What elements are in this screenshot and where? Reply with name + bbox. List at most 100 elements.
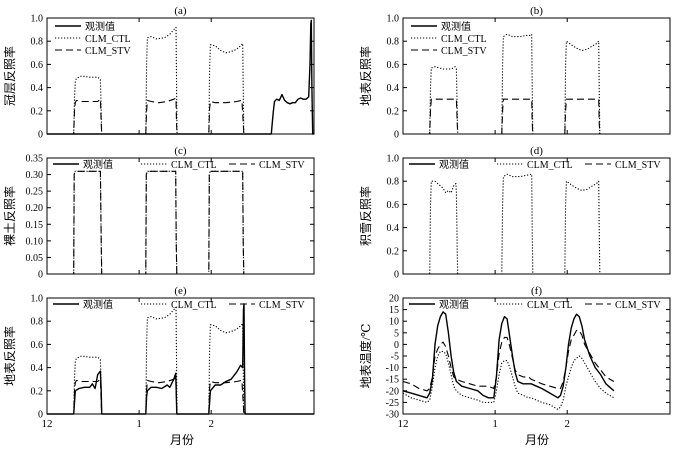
legend-label: 观测值 (441, 20, 471, 33)
legend-label: CLM_CTL (171, 160, 217, 171)
legend-label: 观测值 (439, 298, 469, 311)
y-tick-label: 20 (389, 294, 399, 305)
y-tick-label: 15 (389, 305, 399, 316)
legend-label: CLM_STV (259, 300, 305, 311)
legend-label: 观测值 (83, 158, 113, 171)
legend-label: CLM_STV (441, 46, 487, 57)
y-tick-label: 0.4 (31, 363, 44, 374)
y-tick-label: 0.25 (26, 187, 44, 198)
y-tick-label: 1.0 (387, 14, 400, 25)
y-tick-label: 0.6 (387, 200, 400, 211)
y-tick-label: 5 (394, 328, 399, 339)
y-tick-label: 0.30 (26, 170, 44, 181)
y-axis-label: 地表反照率 (2, 326, 17, 386)
y-tick-label: -15 (386, 375, 399, 386)
x-tick-label: 2 (564, 418, 570, 430)
panel-label: (f) (531, 285, 542, 297)
x-axis-label-left: 月份 (170, 433, 194, 447)
series-line (402, 329, 615, 392)
panel-label: (a) (174, 5, 187, 17)
panel-label: (d) (530, 145, 543, 157)
y-tick-label: -10 (386, 363, 399, 374)
series-line (47, 377, 314, 415)
y-tick-label: 0.35 (26, 154, 44, 165)
series-line (402, 311, 615, 399)
x-tick-label: 1 (136, 418, 142, 430)
y-tick-label: -25 (386, 398, 399, 409)
y-tick-label: 0 (38, 410, 43, 421)
y-axis-label: 地表温度/℃ (358, 324, 373, 389)
legend-label: CLM_STV (259, 160, 305, 171)
legend-label: CLM_CTL (441, 34, 487, 45)
y-tick-label: 0.6 (31, 340, 44, 351)
series-line (47, 26, 314, 135)
chart-panel: (d) 0 0.2 0.4 0.6 0.8 1.0 积雪反照率 观测值 CLM_CTL CLM_ST… (358, 145, 671, 281)
y-axis-label: 积雪反照率 (358, 186, 373, 246)
y-tick-label: 0.8 (31, 37, 44, 48)
plot-frame (402, 157, 671, 275)
y-tick-label: 0.2 (387, 246, 400, 257)
legend-label: 观测值 (439, 158, 469, 171)
series-line (47, 306, 314, 415)
y-tick-label: -5 (391, 352, 399, 363)
legend-label: 观测值 (85, 20, 115, 33)
y-tick-label: 0 (394, 340, 399, 351)
y-tick-label: 0.2 (31, 386, 44, 397)
y-tick-label: 0.6 (387, 60, 400, 71)
panel-label: (e) (174, 285, 187, 297)
y-tick-label: 10 (389, 317, 399, 328)
y-tick-label: 0.8 (387, 37, 400, 48)
y-axis-label: 裸土反照率 (2, 186, 17, 246)
series-line (403, 173, 670, 275)
x-tick-label: 12 (398, 418, 409, 430)
y-tick-label: 0.6 (31, 60, 44, 71)
legend-label: CLM_CTL (171, 300, 217, 311)
series-line (47, 170, 314, 275)
y-tick-label: 0.4 (31, 83, 44, 94)
y-axis-label: 冠层反照率 (2, 46, 17, 106)
y-tick-label: 0 (38, 130, 43, 141)
x-tick-label: 2 (208, 418, 214, 430)
series-line (403, 98, 670, 135)
y-tick-label: 0.4 (387, 223, 400, 234)
y-tick-label: 0 (38, 270, 43, 281)
legend-label: CLM_CTL (85, 34, 131, 45)
panel-label: (b) (530, 5, 543, 17)
y-tick-label: 1.0 (387, 154, 400, 165)
x-tick-label: 12 (42, 418, 53, 430)
y-tick-label: 0.8 (31, 317, 44, 328)
y-tick-label: 0.20 (26, 203, 44, 214)
panel-label: (c) (174, 145, 187, 157)
y-tick-label: 1.0 (31, 294, 44, 305)
chart-panel: (a) 0 0.2 0.4 0.6 0.8 1.0 冠层反照率 观测值CLM_CTLCLM_ST… (2, 5, 315, 141)
y-tick-label: -20 (386, 386, 399, 397)
legend-label: CLM_CTL (527, 300, 573, 311)
y-tick-label: 0.15 (26, 220, 44, 231)
y-tick-label: 0.2 (387, 106, 400, 117)
legend-label: CLM_STV (615, 300, 661, 311)
series-line (47, 303, 314, 415)
chart-panel: (c) 0 0.05 0.10 0.15 0.20 0.25 0.30 0.35 裸土反照率 观测值… (2, 145, 315, 281)
legend: 观测值 CLM_CTL CLM_STV (409, 298, 661, 311)
y-tick-label: 0 (394, 130, 399, 141)
y-tick-label: 0 (394, 270, 399, 281)
series-line (47, 19, 314, 135)
series-line (402, 350, 615, 410)
chart-panel: (b) 0 0.2 0.4 0.6 0.8 1.0 地表反照率 观测值CLM_CTLCLM_ST… (358, 5, 671, 141)
legend: 观测值 CLM_CTL CLM_STV (53, 158, 305, 171)
plot-frame (46, 297, 315, 415)
x-axis-label-right: 月份 (525, 433, 549, 447)
y-tick-label: 0.8 (387, 177, 400, 188)
y-tick-label: 0.4 (387, 83, 400, 94)
y-axis-label: 地表反照率 (358, 46, 373, 106)
legend-label: CLM_STV (615, 160, 661, 171)
plot-frame (46, 157, 315, 275)
y-tick-label: 0.05 (26, 253, 44, 264)
